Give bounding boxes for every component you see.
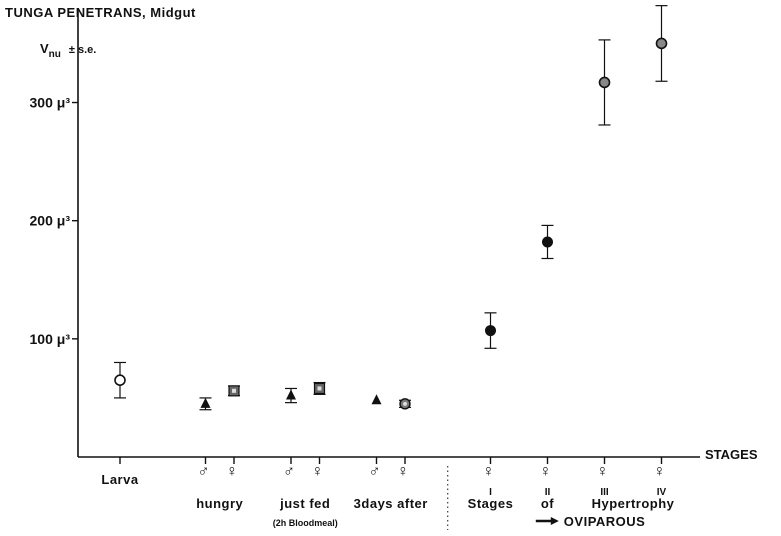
- data-point-open-circle: [114, 374, 126, 386]
- x-tick-sex-label: ♂: [369, 463, 381, 480]
- category-labels: Larva hungry just fed 3days after Stages of Hy…: [101, 472, 674, 529]
- x-tick-sex-label: ♂: [198, 463, 210, 480]
- y-axis-label-main: V: [40, 41, 49, 56]
- x-tick-roman-label: III: [600, 487, 609, 498]
- axes: [77, 8, 700, 530]
- data-point-triangle: [286, 389, 296, 400]
- data-point-filled-circle: [542, 236, 553, 248]
- x-axis-label: STAGES: [705, 447, 758, 462]
- y-tick-label: 300 μ³: [30, 95, 71, 111]
- x-tick-sex-label: ♂: [283, 463, 295, 480]
- data-point-triangle: [200, 397, 211, 408]
- bloodmeal-label: (2h Bloodmeal): [273, 518, 338, 528]
- group-label: 3days after: [354, 496, 428, 511]
- x-tick-sex-label: ♀: [654, 463, 666, 480]
- group-label: Stages: [468, 496, 514, 511]
- x-tick-sex-label: ♀: [540, 463, 552, 480]
- chart-title: TUNGA PENETRANS, Midgut: [5, 5, 196, 20]
- data-point-inner: [317, 386, 322, 391]
- data-point-grey-circle: [598, 76, 611, 89]
- x-tick-roman-label: II: [545, 487, 551, 498]
- y-tick-label: 100 μ³: [30, 331, 71, 347]
- y-axis-label: Vnu ± s.e.: [40, 41, 96, 60]
- group-label: Larva: [101, 472, 138, 487]
- data-point-grey-circle: [655, 37, 668, 50]
- y-tick-label: 200 μ³: [30, 213, 71, 229]
- data-point-triangle: [371, 394, 382, 405]
- data-points: [114, 5, 668, 411]
- x-tick-sex-label: ♀: [397, 463, 409, 480]
- data-point-inner: [403, 401, 407, 406]
- data-point-inner: [232, 388, 236, 393]
- y-ticks: 100 μ³ 200 μ³ 300 μ³: [30, 95, 78, 347]
- x-tick-roman-label: I: [489, 487, 492, 498]
- oviparous-label: OVIPAROUS: [564, 514, 646, 529]
- y-axis-label-suffix: ± s.e.: [69, 44, 96, 56]
- group-label: Hypertrophy: [592, 496, 675, 511]
- x-tick-roman-label: IV: [657, 487, 667, 498]
- data-point-filled-circle: [485, 325, 496, 337]
- x-tick-sex-label: ♀: [312, 463, 324, 480]
- group-label: hungry: [196, 496, 243, 511]
- group-label: just fed: [279, 496, 330, 511]
- arrow-head: [550, 517, 559, 525]
- x-tick-sex-label: ♀: [226, 463, 238, 480]
- group-label: of: [541, 496, 554, 511]
- x-tick-sex-label: ♀: [597, 463, 609, 480]
- x-tick-sex-label: ♀: [483, 463, 495, 480]
- y-axis-label-sub: nu: [49, 49, 61, 60]
- x-ticks: ♂ ♀ ♂ ♀ ♂ ♀ ♀ I ♀ II ♀ III ♀ IV: [119, 457, 667, 498]
